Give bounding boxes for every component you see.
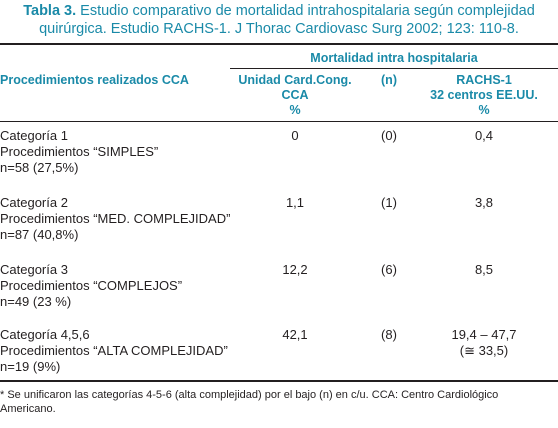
table-title-line-2: quirúrgica. Estudio RACHS-1. J Thorac Ca… <box>39 21 519 37</box>
row-n: n=58 (27,5%) <box>0 160 79 175</box>
row-unidad-value: 1,1 <box>285 195 305 210</box>
rachs-header-line-2: 32 centros EE.UU. <box>430 88 538 102</box>
row-count-value: (0) <box>381 128 397 143</box>
row-n: n=87 (40,8%) <box>0 227 79 242</box>
row-procedures: Procedimientos “COMPLEJOS” <box>0 278 183 293</box>
table-number: Tabla 3. <box>23 3 77 19</box>
table-row: Categoría 1 Procedimientos “SIMPLES” n=5… <box>0 128 158 176</box>
unidad-header-line-3: % <box>289 103 301 117</box>
row-unidad-value: 12,2 <box>282 262 308 277</box>
row-count-value: (1) <box>381 195 397 210</box>
row-rachs-value: 3,8 <box>474 195 494 210</box>
row-category: Categoría 2 <box>0 195 68 210</box>
group-header: Mortalidad intra hospitalaria <box>310 51 478 65</box>
group-header-rule <box>230 68 558 69</box>
row-category: Categoría 1 <box>0 128 68 143</box>
procedures-header: Procedimientos realizados CCA <box>0 73 189 87</box>
table-row: Categoría 3 Procedimientos “COMPLEJOS” n… <box>0 262 182 310</box>
unidad-header-line-1: Unidad Card.Cong. <box>238 73 352 87</box>
table-title: Tabla 3. Estudio comparativo de mortalid… <box>0 2 558 38</box>
row-n: n=19 (9%) <box>0 359 61 374</box>
table-title-line-1: Tabla 3. Estudio comparativo de mortalid… <box>0 2 558 20</box>
rachs-header: RACHS-1 32 centros EE.UU. % <box>410 73 558 118</box>
row-procedures: Procedimientos “ALTA COMPLEJIDAD” <box>0 343 228 358</box>
row-count-value: (6) <box>381 262 397 277</box>
row-unidad-value: 0 <box>291 128 299 143</box>
unidad-header: Unidad Card.Cong. CCA % <box>222 73 368 118</box>
row-category: Categoría 3 <box>0 262 68 277</box>
n-header: (n) <box>381 73 397 87</box>
top-rule <box>0 43 558 45</box>
bottom-rule <box>0 380 558 382</box>
table-row: Categoría 2 Procedimientos “MED. COMPLEJ… <box>0 195 230 243</box>
row-rachs-value: 8,5 <box>474 262 494 277</box>
row-rachs-value: 0,4 <box>474 128 494 143</box>
table-title-text: Estudio comparativo de mortalidad intrah… <box>76 3 535 19</box>
row-unidad-value: 42,1 <box>282 327 308 342</box>
header-rule <box>0 121 558 122</box>
unidad-header-line-2: CCA <box>281 88 309 102</box>
rachs-header-line-3: % <box>478 103 490 117</box>
footnote: * Se unificaron las categorías 4-5-6 (al… <box>0 389 499 415</box>
row-n: n=49 (23 %) <box>0 294 72 309</box>
row-count-value: (8) <box>381 327 397 342</box>
table-row: Categoría 4,5,6 Procedimientos “ALTA COM… <box>0 327 228 375</box>
row-category: Categoría 4,5,6 <box>0 327 90 342</box>
row-rachs-note: (≅ 33,5) <box>459 343 509 358</box>
row-rachs-value: 19,4 – 47,7 (≅ 33,5) <box>410 327 558 359</box>
row-procedures: Procedimientos “MED. COMPLEJIDAD” <box>0 211 231 226</box>
row-rachs-range: 19,4 – 47,7 <box>451 327 517 342</box>
row-procedures: Procedimientos “SIMPLES” <box>0 144 159 159</box>
rachs-header-line-1: RACHS-1 <box>456 73 512 87</box>
